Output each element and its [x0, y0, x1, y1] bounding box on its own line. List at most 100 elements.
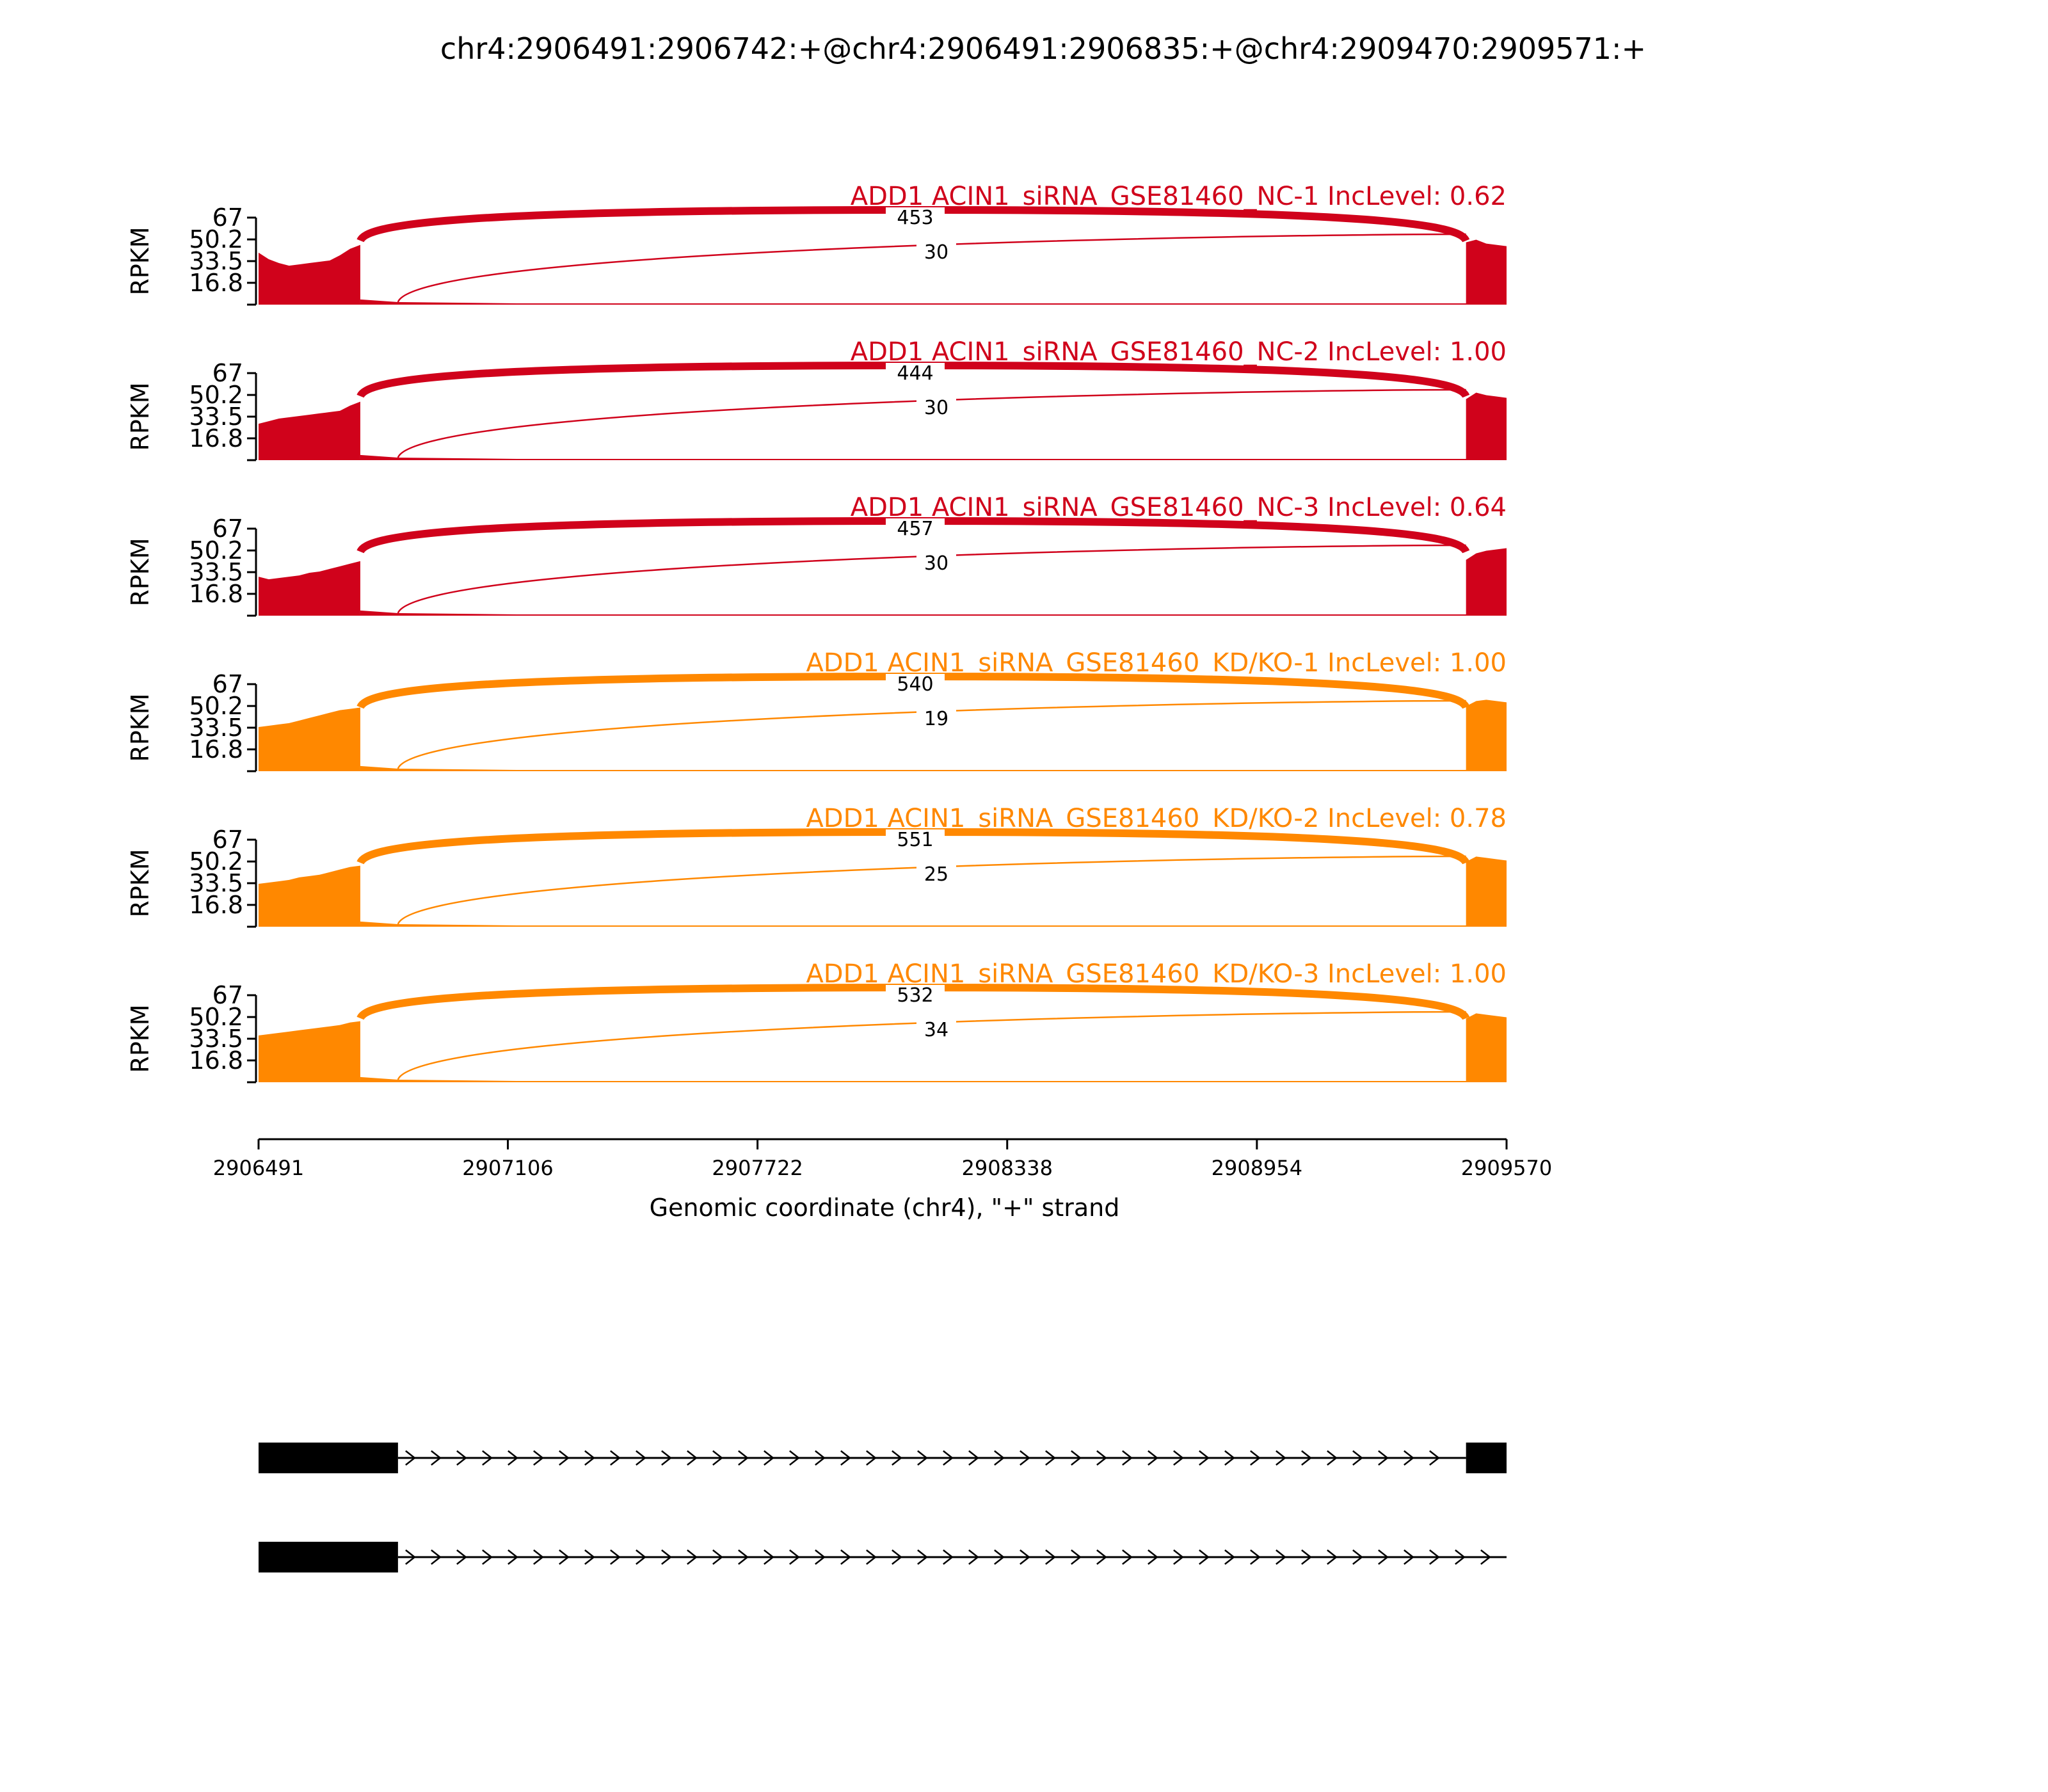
x-axis-label: Genomic coordinate (chr4), "+" strand — [650, 1194, 1120, 1222]
x-tick-label: 2909570 — [1461, 1156, 1553, 1180]
strand-arrow — [943, 1450, 954, 1466]
junction-count-inclusion: 551 — [897, 829, 933, 851]
strand-arrow — [917, 1549, 928, 1565]
y-tick-label: 16.8 — [189, 891, 243, 919]
strand-arrow — [1096, 1450, 1107, 1466]
junction-count-inclusion: 532 — [897, 984, 933, 1007]
y-tick-label: 50.2 — [189, 847, 243, 876]
junction-arc-skipping — [397, 855, 1466, 925]
strand-arrow — [584, 1549, 595, 1565]
track-2: 16.833.550.267 RPKM 444 30 ADD1 ACIN1_siRNA_… — [126, 337, 1507, 461]
strand-arrow — [866, 1549, 877, 1565]
track-label: ADD1 ACIN1_siRNA_GSE81460_NC-3 IncLevel:… — [851, 493, 1507, 522]
track-label: ADD1 ACIN1_siRNA_GSE81460_KD/KO-3 IncLev… — [806, 959, 1507, 989]
strand-arrow — [892, 1450, 902, 1466]
strand-arrow — [1096, 1549, 1107, 1565]
strand-arrow — [866, 1450, 877, 1466]
isoform-1 — [259, 1443, 1507, 1473]
junction-count-skipping: 34 — [924, 1019, 948, 1041]
strand-arrow — [533, 1450, 544, 1466]
strand-arrow — [1429, 1450, 1440, 1466]
junction-count-inclusion: 444 — [897, 362, 933, 385]
strand-arrow — [687, 1450, 698, 1466]
junction-arc-skipping — [397, 544, 1466, 614]
y-axis-label: RPKM — [126, 693, 154, 762]
junction-arc-skipping — [397, 233, 1466, 303]
coverage-exon1 — [259, 244, 360, 305]
strand-arrow — [1224, 1450, 1235, 1466]
y-tick-label: 50.2 — [189, 225, 243, 253]
y-tick-label: 67 — [212, 515, 243, 543]
strand-arrow — [1404, 1549, 1414, 1565]
junction-count-skipping: 30 — [924, 241, 948, 264]
strand-arrow — [840, 1549, 851, 1565]
exon-block — [259, 1443, 398, 1473]
x-tick-label: 2907106 — [462, 1156, 554, 1180]
strand-arrow — [533, 1549, 544, 1565]
y-tick-label: 16.8 — [189, 269, 243, 297]
strand-arrow — [840, 1450, 851, 1466]
coverage-exon3 — [1466, 239, 1507, 305]
y-tick-label: 67 — [212, 204, 243, 232]
strand-arrow — [1276, 1450, 1286, 1466]
coverage-exon3 — [1466, 392, 1507, 460]
track-6: 16.833.550.267 RPKM 532 34 ADD1 ACIN1_siRNA_… — [126, 959, 1507, 1084]
junction-count-skipping: 30 — [924, 552, 948, 575]
coverage-exon1 — [259, 865, 360, 927]
strand-arrow — [610, 1549, 621, 1565]
coverage-exon3 — [1466, 548, 1507, 616]
strand-arrow — [1352, 1450, 1363, 1466]
strand-arrow — [610, 1450, 621, 1466]
strand-arrow — [1250, 1549, 1261, 1565]
coverage-exon1 — [259, 707, 360, 771]
junction-count-inclusion: 453 — [897, 207, 933, 229]
exon-block — [259, 1542, 398, 1572]
strand-arrow — [1404, 1450, 1414, 1466]
coverage-exon2 — [360, 765, 561, 771]
strand-arrow — [1378, 1549, 1389, 1565]
strand-arrow — [1224, 1549, 1235, 1565]
y-tick-label: 33.5 — [189, 558, 243, 586]
junction-count-bg — [886, 363, 945, 382]
coverage-exon3 — [1466, 700, 1507, 771]
x-tick-label: 2908954 — [1212, 1156, 1303, 1180]
y-tick-label: 16.8 — [189, 735, 243, 764]
strand-arrow — [968, 1450, 979, 1466]
strand-arrow — [661, 1450, 672, 1466]
strand-arrow — [1327, 1549, 1338, 1565]
y-tick-label: 67 — [212, 359, 243, 387]
y-axis-label: RPKM — [126, 227, 154, 295]
strand-arrow — [405, 1450, 416, 1466]
strand-arrow — [1045, 1549, 1056, 1565]
strand-arrow — [687, 1549, 698, 1565]
y-tick-label: 16.8 — [189, 580, 243, 608]
strand-arrow — [1276, 1549, 1286, 1565]
junction-count-bg — [886, 829, 945, 849]
coverage-exon1 — [259, 561, 360, 616]
strand-arrow — [508, 1549, 518, 1565]
strand-arrow — [1148, 1450, 1158, 1466]
y-tick-label: 33.5 — [189, 869, 243, 897]
track-4: 16.833.550.267 RPKM 540 19 ADD1 ACIN1_siRNA_… — [126, 648, 1507, 772]
strand-arrow — [456, 1549, 467, 1565]
x-axis: 2906491 2907106 2907722 2908338 2908954 29095… — [213, 1138, 1553, 1180]
junction-count-bg — [886, 207, 945, 227]
strand-arrow — [431, 1450, 442, 1466]
coverage-exon3 — [1466, 1013, 1507, 1082]
junction-arc-skipping — [397, 700, 1466, 769]
coverage-exon2 — [360, 921, 561, 927]
track-label: ADD1 ACIN1_siRNA_GSE81460_KD/KO-1 IncLev… — [806, 648, 1507, 678]
strand-arrow — [1071, 1450, 1082, 1466]
strand-arrow — [712, 1549, 723, 1565]
x-tick-label: 2906491 — [213, 1156, 305, 1180]
junction-count-inclusion: 457 — [897, 518, 933, 540]
strand-arrow — [1173, 1549, 1184, 1565]
strand-arrow — [815, 1450, 826, 1466]
track-label: ADD1 ACIN1_siRNA_GSE81460_KD/KO-2 IncLev… — [806, 804, 1507, 833]
junction-count-skipping: 25 — [924, 863, 948, 886]
strand-arrow — [1301, 1549, 1312, 1565]
track-label: ADD1 ACIN1_siRNA_GSE81460_NC-1 IncLevel:… — [851, 182, 1507, 211]
junction-count-inclusion: 540 — [897, 673, 933, 696]
junction-count-skipping: 30 — [924, 397, 948, 419]
